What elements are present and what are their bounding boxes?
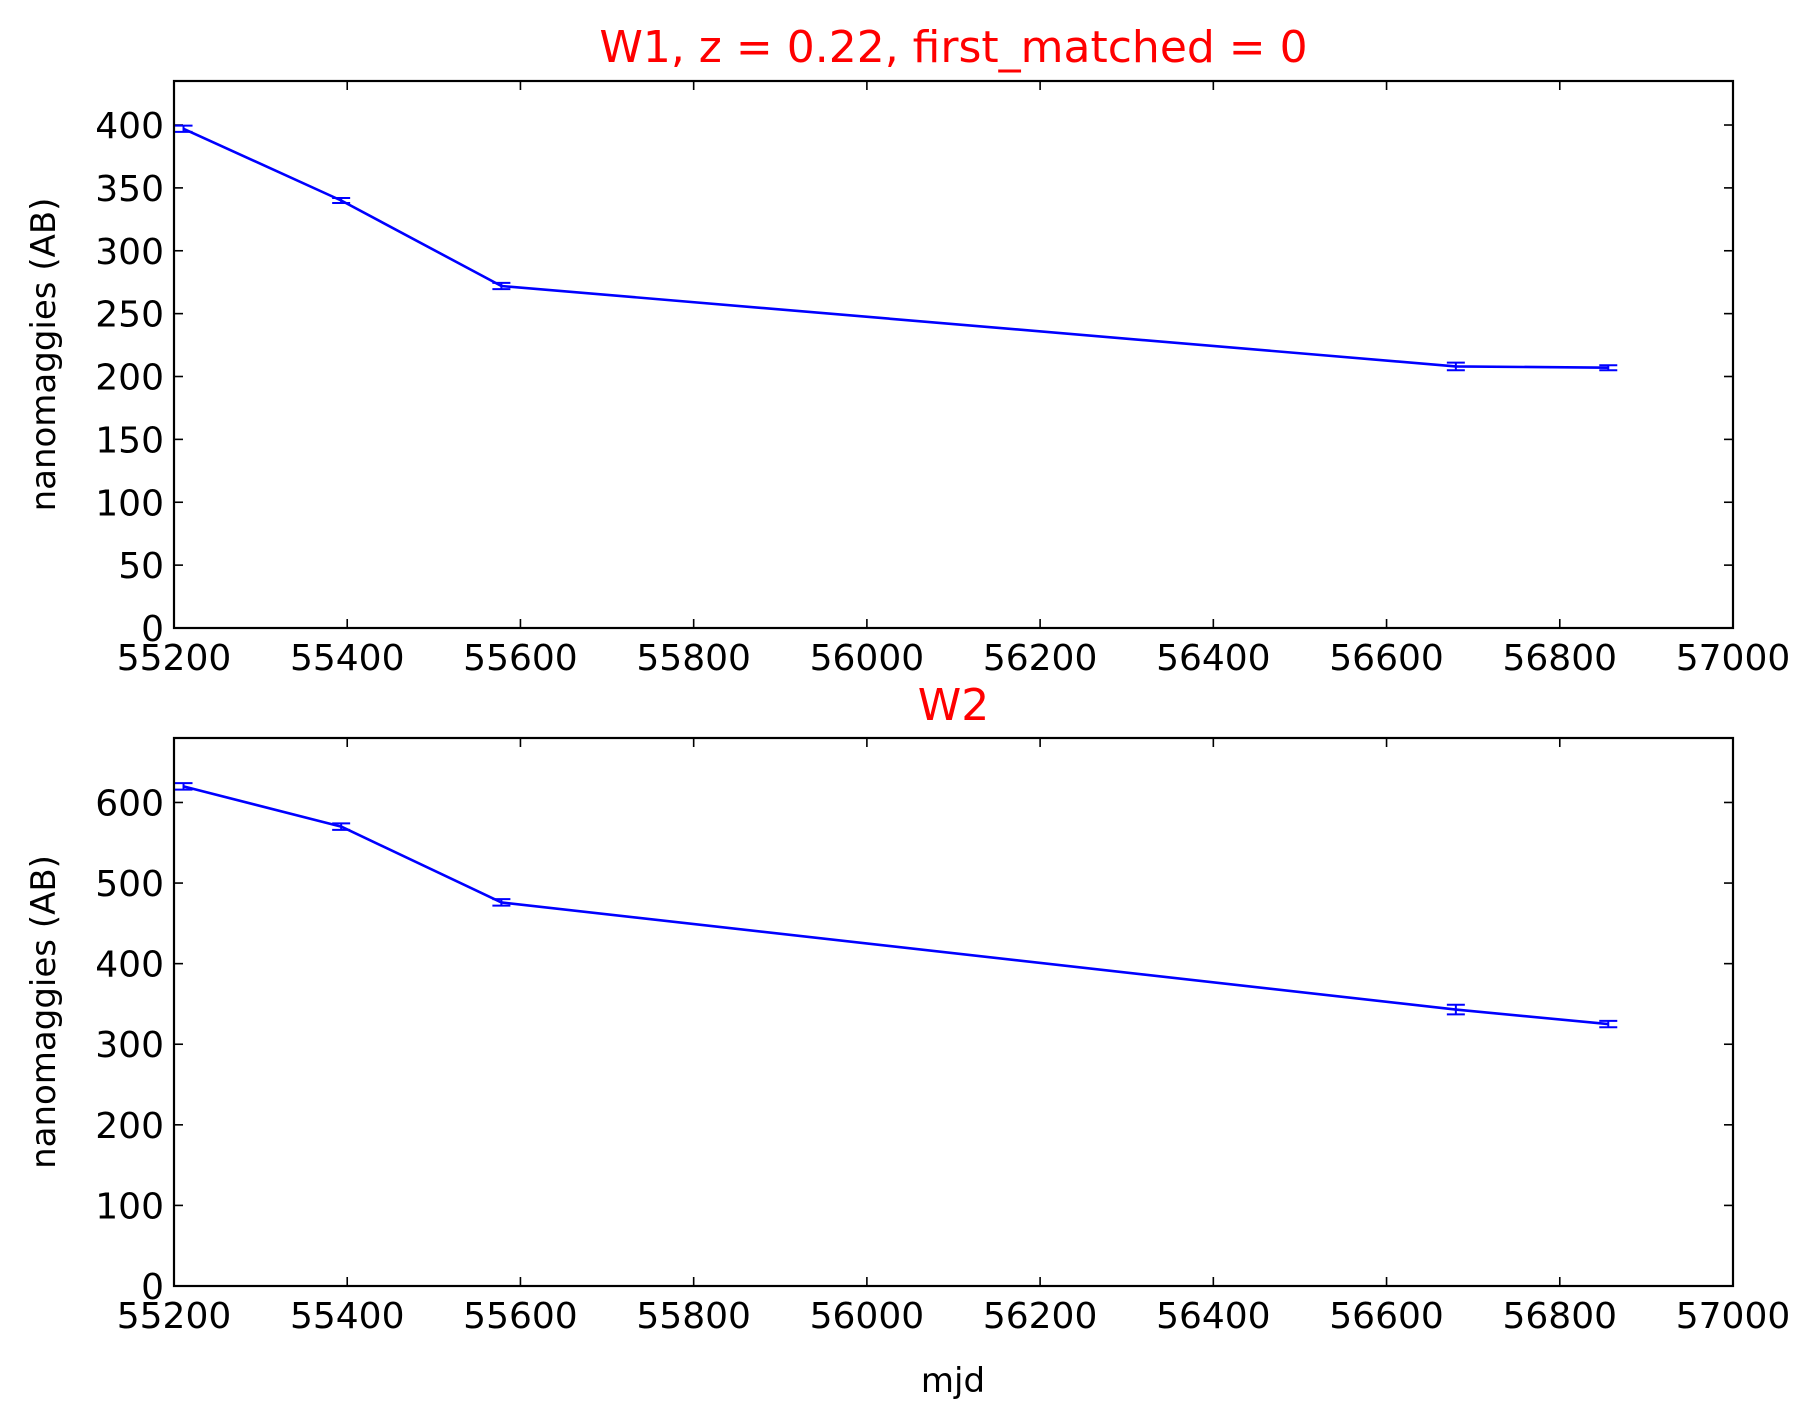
y-tick-label: 300: [95, 1025, 164, 1066]
x-tick-label: 55400: [290, 1296, 405, 1337]
y-tick-label: 200: [95, 358, 164, 399]
x-tick-label: 56200: [983, 1296, 1098, 1337]
y-axis-label: nanomaggies (AB): [24, 855, 64, 1169]
x-tick-label: 55200: [117, 638, 232, 679]
chart-title: W2: [918, 680, 990, 731]
x-tick-label: 55600: [463, 638, 578, 679]
x-tick-label: 57000: [1676, 638, 1791, 679]
x-tick-label: 56400: [1156, 638, 1271, 679]
y-tick-label: 350: [95, 169, 164, 210]
chart-panel-1: W1, z = 0.22, first_matched = 0 55200 5540…: [24, 22, 1790, 679]
y-tick-label: 500: [95, 864, 164, 905]
y-tick-label: 100: [95, 483, 164, 524]
x-tick-label: 55600: [463, 1296, 578, 1337]
y-tick-label: 250: [95, 295, 164, 336]
y-axis-label: nanomaggies (AB): [24, 198, 64, 512]
x-tick-label: 56000: [810, 1296, 925, 1337]
x-tick-label: 56400: [1156, 1296, 1271, 1337]
y-tick-label: 50: [118, 546, 164, 587]
x-tick-label: 56800: [1503, 1296, 1618, 1337]
chart-panel-2: W2 55200 55400 55600 55800 56000 56200 56400 566…: [24, 680, 1790, 1337]
y-tick-label: 200: [95, 1106, 164, 1147]
x-tick-label: 56600: [1329, 1296, 1444, 1337]
chart-title: W1, z = 0.22, first_matched = 0: [599, 22, 1307, 73]
plot-frame: [172, 736, 1735, 1288]
y-tick-label: 600: [95, 783, 164, 824]
x-tick-label: 55800: [636, 638, 751, 679]
y-tick-label: 400: [95, 106, 164, 147]
x-tick-label: 55200: [117, 1296, 232, 1337]
x-axis-label: mjd: [921, 1361, 985, 1401]
x-tick-label: 56000: [810, 638, 925, 679]
x-tick-label: 57000: [1676, 1296, 1791, 1337]
series-line: [183, 785, 1609, 1026]
y-tick-label: 0: [141, 609, 164, 650]
y-tick-label: 0: [141, 1267, 164, 1308]
x-tick-label: 56200: [983, 638, 1098, 679]
x-tick-label: 56800: [1503, 638, 1618, 679]
y-tick-label: 400: [95, 945, 164, 986]
x-tick-label: 56600: [1329, 638, 1444, 679]
y-tick-label: 150: [95, 420, 164, 461]
y-tick-label: 100: [95, 1186, 164, 1227]
x-tick-label: 55400: [290, 638, 405, 679]
plot-frame: [172, 79, 1735, 630]
x-tick-label: 55800: [636, 1296, 751, 1337]
series-line: [182, 127, 1609, 369]
y-tick-label: 300: [95, 232, 164, 273]
